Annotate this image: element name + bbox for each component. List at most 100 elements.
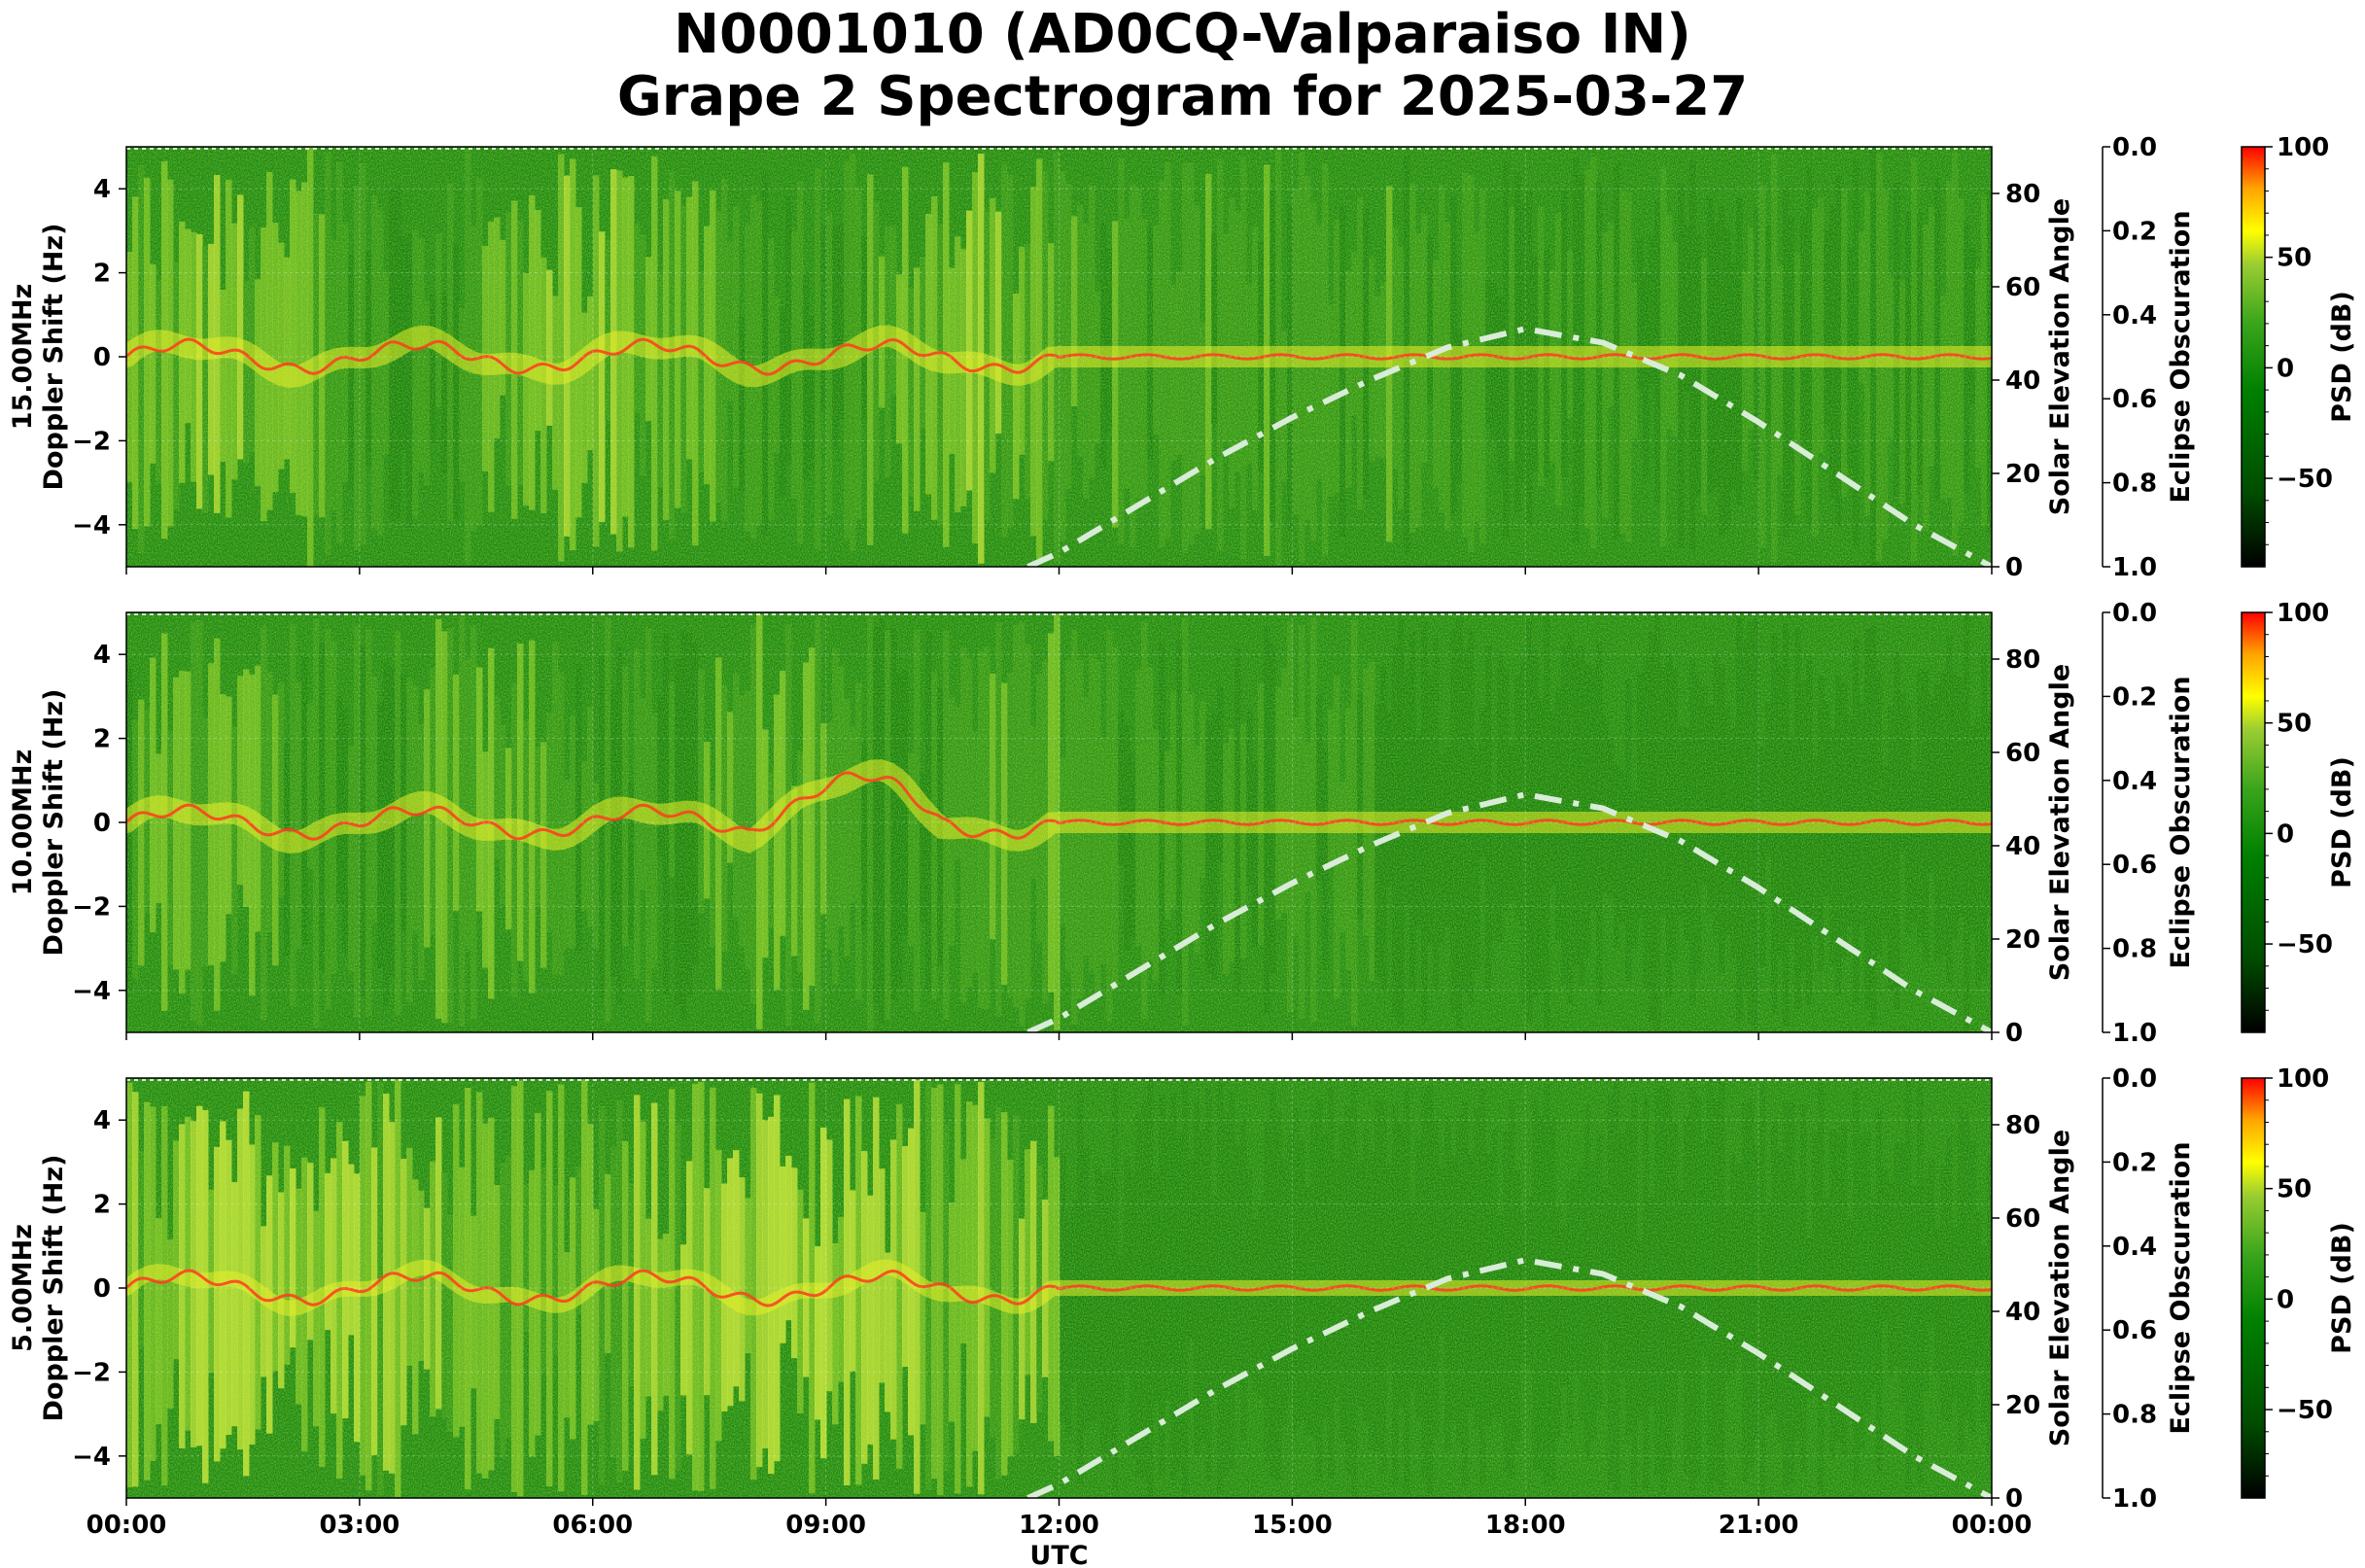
solar-elevation-curve [1026,1257,1992,1498]
tertiary-axis-label: Eclipse Obscuration [2166,1141,2196,1434]
secondary-tick-label: 80 [2005,645,2040,675]
y-axis-label-doppler: Doppler Shift (Hz) [39,1155,69,1422]
x-tick-label: 09:00 [785,1511,866,1540]
y-tick-label: −4 [72,1443,111,1472]
y-tick-label: 0 [93,809,111,838]
colorbar-tick-label: 50 [2277,710,2312,739]
colorbar-tick-label: −50 [2277,930,2333,959]
doppler-trace [126,771,1992,841]
x-tick-label: 03:00 [319,1511,400,1540]
secondary-tick-label: 80 [2005,180,2040,209]
colorbar-tick-label: 50 [2277,244,2312,273]
secondary-tick-label: 60 [2005,739,2040,768]
colorbar [2241,611,2266,1033]
x-axis-label: UTC [1029,1541,1088,1568]
doppler-trace [126,337,1992,376]
figure-title-line1: N0001010 (AD0CQ-Valparaiso IN) [674,3,1691,66]
x-tick-label: 00:00 [1952,1511,2033,1540]
y-tick-label: 2 [93,260,111,289]
tertiary-axis-label: Eclipse Obscuration [2166,676,2196,968]
y-axis-label-doppler: Doppler Shift (Hz) [39,689,69,957]
secondary-tick-label: 40 [2005,366,2040,396]
solar-elevation-curve [1026,326,1992,567]
spectrogram-image [126,147,1992,567]
y-tick-label: 4 [93,1106,111,1135]
colorbar-label: PSD (dB) [2327,291,2357,423]
tertiary-tick-label: 0.4 [2112,1233,2157,1262]
tertiary-tick-label: 0.6 [2112,851,2157,880]
y-tick-label: 0 [93,343,111,372]
colorbar [2241,146,2266,568]
colorbar-tick-label: 100 [2277,133,2329,162]
tertiary-tick-label: 0.2 [2112,682,2157,712]
tertiary-tick-label: 0.4 [2112,301,2157,331]
x-tick-label: 12:00 [1019,1511,1099,1540]
colorbar-tick-label: −50 [2277,465,2333,494]
tertiary-tick-label: 0.2 [2112,217,2157,246]
y-tick-label: 4 [93,175,111,204]
y-tick-label: −4 [72,977,111,1006]
secondary-axis-label: Solar Elevation Angle [2045,664,2075,981]
colorbar-tick-label: 100 [2277,599,2329,628]
colorbar-tick-label: 0 [2277,354,2294,383]
y-tick-label: −2 [72,427,111,456]
y-axis-label-doppler: Doppler Shift (Hz) [39,224,69,491]
tertiary-tick-label: 0.0 [2112,133,2157,162]
x-tick-label: 00:00 [87,1511,167,1540]
secondary-tick-label: 0 [2005,1484,2023,1514]
secondary-tick-label: 60 [2005,273,2040,302]
y-tick-label: 0 [93,1274,111,1304]
panel-15.00MHz: 420−2−415.00MHz Doppler Shift (Hz)8060402… [8,133,2357,582]
y-axis-label-frequency: 15.00MHz [8,284,38,431]
tertiary-tick-label: 0.6 [2112,1316,2157,1345]
y-axis-label-frequency: 5.00MHz [8,1224,38,1352]
tertiary-axis-label: Eclipse Obscuration [2166,210,2196,503]
tertiary-tick-label: 1.0 [2112,1019,2157,1048]
x-tick-label: 15:00 [1252,1511,1333,1540]
secondary-axis-label: Solar Elevation Angle [2045,198,2075,515]
x-tick-label: 18:00 [1485,1511,1566,1540]
colorbar-tick-label: 50 [2277,1175,2312,1204]
colorbar [2241,1077,2266,1499]
secondary-tick-label: 20 [2005,1391,2040,1420]
tertiary-tick-label: 1.0 [2112,1484,2157,1514]
secondary-tick-label: 60 [2005,1204,2040,1234]
tertiary-tick-label: 0.0 [2112,599,2157,628]
secondary-tick-label: 0 [2005,1019,2023,1048]
secondary-axis-label: Solar Elevation Angle [2045,1130,2075,1446]
doppler-trace [126,1269,1992,1307]
x-tick-label: 06:00 [552,1511,633,1540]
tertiary-tick-label: 0.0 [2112,1064,2157,1094]
tertiary-tick-label: 0.2 [2112,1148,2157,1177]
tertiary-tick-label: 0.8 [2112,470,2157,499]
y-tick-label: 4 [93,641,111,670]
tertiary-tick-label: 0.8 [2112,1401,2157,1430]
x-tick-label: 21:00 [1719,1511,1799,1540]
solar-elevation-curve [1026,791,1992,1032]
y-tick-label: −2 [72,1358,111,1387]
secondary-tick-label: 40 [2005,1298,2040,1327]
colorbar-label: PSD (dB) [2327,756,2357,889]
y-axis-label-frequency: 10.00MHz [8,749,38,896]
panel-5.00MHz: 420−2−45.00MHz Doppler Shift (Hz)80604020… [8,1064,2357,1568]
tertiary-tick-label: 0.6 [2112,385,2157,414]
tertiary-tick-label: 1.0 [2112,553,2157,582]
colorbar-tick-label: 0 [2277,819,2294,849]
colorbar-tick-label: 100 [2277,1064,2329,1094]
secondary-tick-label: 20 [2005,460,2040,489]
colorbar-label: PSD (dB) [2327,1222,2357,1354]
figure-title-line2: Grape 2 Spectrogram for 2025-03-27 [616,65,1749,128]
panel-10.00MHz: 420−2−410.00MHz Doppler Shift (Hz)8060402… [8,599,2357,1048]
colorbar-tick-label: 0 [2277,1285,2294,1314]
spectrogram-image [126,612,1992,1032]
secondary-tick-label: 20 [2005,925,2040,955]
y-tick-label: −2 [72,892,111,922]
tertiary-tick-label: 0.8 [2112,935,2157,964]
y-tick-label: −4 [72,511,111,540]
y-tick-label: 2 [93,725,111,754]
secondary-tick-label: 80 [2005,1111,2040,1140]
y-tick-label: 2 [93,1191,111,1220]
tertiary-tick-label: 0.4 [2112,767,2157,796]
